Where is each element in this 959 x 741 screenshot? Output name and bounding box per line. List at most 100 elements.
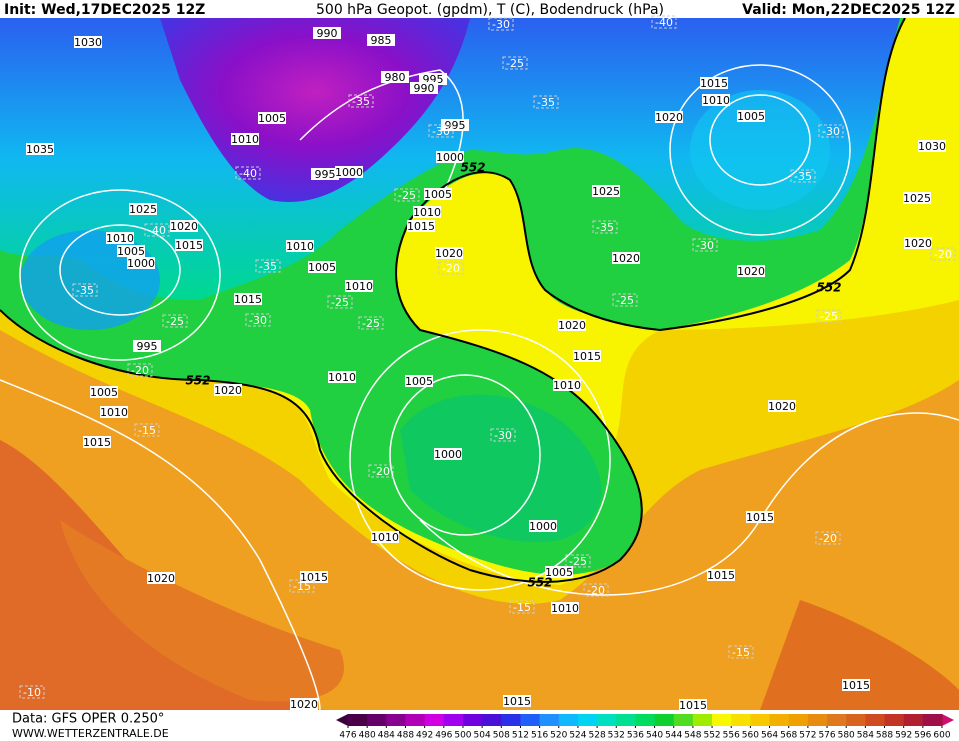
pressure-label: 1005 (258, 112, 286, 125)
header-bar (0, 0, 959, 18)
colorbar-swatch (654, 714, 675, 726)
pressure-label-box (413, 206, 441, 218)
colorbar-arrow-right (942, 714, 954, 726)
pressure-label-box (746, 511, 774, 523)
pressure-label: 1010 (371, 531, 399, 544)
colorbar-label: 504 (474, 731, 491, 741)
colorbar-label: 536 (627, 731, 644, 741)
colorbar-swatch (577, 714, 598, 726)
pressure-label: 1020 (290, 698, 318, 711)
colorbar-label: 548 (684, 731, 701, 741)
colorbar-label: 544 (665, 731, 682, 741)
temperature-label-box (692, 238, 718, 252)
contour-label: 552 (460, 161, 485, 175)
temperature-label: -30 (822, 125, 840, 138)
colorbar-swatch (731, 714, 751, 726)
pressure-label-box (83, 436, 111, 448)
colorbar-swatch (865, 714, 886, 726)
temperature-label: -20 (587, 584, 605, 597)
pressure-label: 1005 (117, 245, 145, 258)
init-time: Init: Wed,17DEC2025 12Z (4, 2, 205, 18)
temperature-label-box (72, 283, 98, 297)
colorbar-label: 556 (723, 731, 740, 741)
pressure-label-box (100, 406, 128, 418)
temperature-label-box (144, 223, 170, 237)
pressure-label-box (407, 220, 435, 232)
colorbar-swatch (827, 714, 847, 726)
temperature-label: -35 (537, 96, 555, 109)
temperature-label-box (134, 423, 160, 437)
colorbar-label: 576 (818, 731, 835, 741)
pressure-label-box (436, 151, 464, 163)
temperature-label: -10 (23, 686, 41, 699)
pressure-label: 985 (371, 34, 392, 47)
temperature-label-box (502, 56, 528, 70)
pressure-label: 1025 (903, 192, 931, 205)
colorbar-swatch (462, 714, 483, 726)
temperature-label-box (533, 95, 559, 109)
colorbar-swatch (903, 714, 924, 726)
colorbar-label: 568 (780, 731, 797, 741)
temperature-label: -35 (596, 221, 614, 234)
contour-552 (0, 17, 906, 583)
pressure-label-box (286, 240, 314, 252)
temperature-label-box (818, 124, 844, 138)
colorbar-label: 528 (589, 731, 606, 741)
pressure-label-box (441, 119, 469, 131)
pressure-label: 1005 (90, 386, 118, 399)
map-title: 500 hPa Geopot. (gpdm), T (C), Bodendruc… (316, 2, 664, 18)
temperature-label-box (235, 166, 261, 180)
pressure-label: 1015 (234, 293, 262, 306)
pressure-label-box (702, 94, 730, 106)
colorbar-label: 516 (531, 731, 548, 741)
temperature-label-box (368, 464, 394, 478)
pressure-label: 1010 (702, 94, 730, 107)
temperature-label: -25 (166, 315, 184, 328)
pressure-label: 1020 (768, 400, 796, 413)
temperature-label-box (348, 94, 374, 108)
pressure-label: 1000 (434, 448, 462, 461)
pressure-label: 1020 (214, 384, 242, 397)
pressure-label: 1010 (231, 133, 259, 146)
temperature-label: -30 (432, 125, 450, 138)
pressure-label: 1035 (26, 143, 54, 156)
pressure-label-box (737, 110, 765, 122)
temperature-label-box (509, 600, 535, 614)
temperature-label-box (162, 314, 188, 328)
temperature-label: -30 (249, 314, 267, 327)
colorbar-label: 480 (359, 731, 376, 741)
colorbar-swatch (520, 714, 541, 726)
pressure-label-box (655, 111, 683, 123)
pressure-label-box (106, 232, 134, 244)
data-source: Data: GFS OPER 0.250° (12, 712, 164, 727)
pressure-label-box (258, 112, 286, 124)
temperature-label: -25 (398, 189, 416, 202)
temperature-label: -25 (331, 296, 349, 309)
pressure-label-box (234, 293, 262, 305)
temperature-label: -40 (239, 167, 257, 180)
pressure-label-box (503, 695, 531, 707)
colorbar-swatch (712, 714, 732, 726)
colorbar-label: 540 (646, 731, 663, 741)
pressure-label-box (737, 265, 765, 277)
temperature-label-box (815, 531, 841, 545)
pressure-label-box (127, 257, 155, 269)
colorbar-label: 552 (703, 731, 720, 741)
temperature-label: -20 (442, 262, 460, 275)
pressure-label-box (371, 531, 399, 543)
colorbar-label: 492 (416, 731, 433, 741)
pressure-label: 1005 (405, 375, 433, 388)
colorbar-swatch (692, 714, 713, 726)
pressure-label: 1010 (328, 371, 356, 384)
pressure-label: 1000 (529, 520, 557, 533)
temperature-label-box (327, 295, 353, 309)
temperature-label-box (19, 685, 45, 699)
pressure-label-box (700, 77, 728, 89)
temperature-label: -15 (138, 424, 156, 437)
map-background (0, 18, 959, 710)
pressure-label-box (367, 34, 395, 46)
colorbar-swatch (424, 714, 445, 726)
pressure-label-box (707, 569, 735, 581)
pressure-label: 1010 (413, 206, 441, 219)
